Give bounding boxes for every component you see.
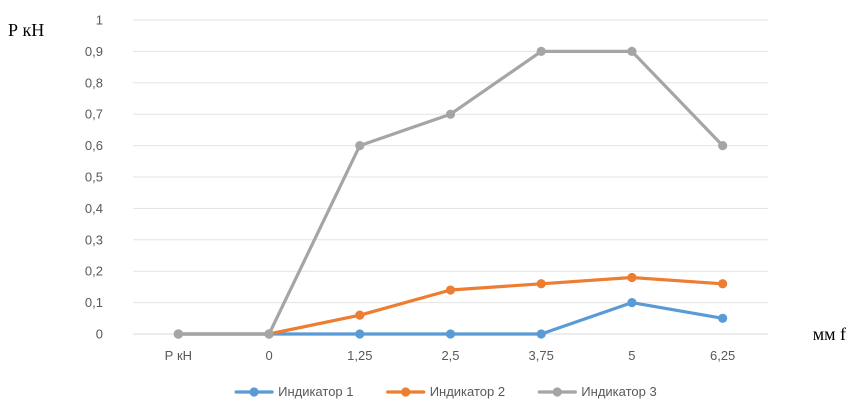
legend-label: Индикатор 3: [581, 384, 656, 399]
data-point: [355, 329, 365, 339]
y-tick-label: 0,3: [85, 232, 103, 247]
data-point: [718, 141, 728, 151]
legend-item-3: Индикатор 3: [537, 384, 657, 399]
x-axis-label: мм f: [812, 324, 846, 344]
legend-label: Индикатор 2: [430, 384, 505, 399]
y-tick-label: 0,1: [85, 295, 103, 310]
data-point: [627, 272, 637, 283]
y-axis-label: Р кН: [8, 20, 45, 40]
x-tick-label: Р кН: [165, 348, 192, 363]
data-point: [445, 109, 456, 119]
legend-swatch-marker: [249, 387, 259, 397]
y-tick-label: 1: [96, 13, 103, 28]
data-point: [536, 329, 546, 339]
data-point: [627, 46, 637, 57]
series-line-1: [176, 301, 725, 336]
y-tick-label: 0: [96, 327, 103, 342]
data-point: [536, 46, 546, 57]
x-tick-label: 6,25: [710, 348, 735, 363]
data-point: [627, 298, 637, 308]
data-point: [445, 285, 456, 295]
y-tick-label: 0,7: [85, 107, 103, 122]
legend-item-1: Индикатор 1: [234, 384, 354, 399]
y-tick-label: 0,4: [85, 201, 103, 216]
legend-item-2: Индикатор 2: [386, 384, 505, 399]
data-point: [264, 329, 274, 339]
data-point: [355, 310, 365, 320]
legend-swatch-marker: [552, 387, 562, 397]
legend-label: Индикатор 1: [278, 384, 353, 399]
y-tick-label: 0,2: [85, 264, 103, 279]
x-tick-label: 5: [628, 348, 635, 363]
data-point: [445, 329, 456, 339]
x-tick-label: 1,25: [347, 348, 372, 363]
y-tick-label: 0,8: [85, 75, 103, 90]
legend-swatch-marker: [401, 387, 411, 397]
data-point: [355, 141, 365, 151]
data-point: [718, 313, 728, 323]
x-tick-label: 3,75: [529, 348, 554, 363]
data-point: [718, 279, 728, 289]
y-tick-label: 0,5: [85, 170, 103, 185]
data-point: [536, 279, 546, 289]
data-point: [173, 329, 183, 339]
x-tick-label: 2,5: [441, 348, 459, 363]
x-tick-label: 0: [265, 348, 272, 363]
y-tick-label: 0,6: [85, 138, 103, 153]
y-tick-label: 0,9: [85, 44, 103, 59]
